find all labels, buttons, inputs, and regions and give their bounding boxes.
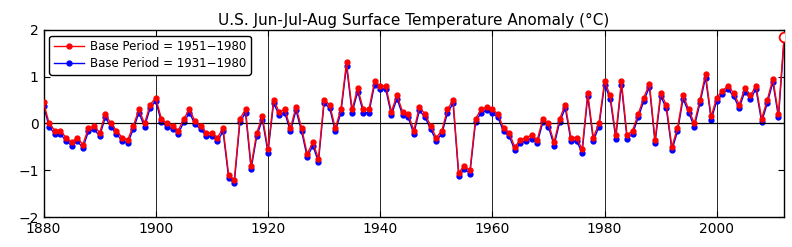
Base Period = 1931−1980 [510, 149, 520, 152]
Title: U.S. Jun-Jul-Aug Surface Temperature Anomaly (°C): U.S. Jun-Jul-Aug Surface Temperature Ano… [218, 13, 610, 28]
Base Period = 1951−1980 [39, 101, 48, 104]
Base Period = 1951−1980 [740, 87, 749, 90]
Base Period = 1931−1980 [89, 128, 99, 131]
Base Period = 1931−1980 [779, 39, 789, 41]
Base Period = 1951−1980 [779, 35, 789, 38]
Base Period = 1931−1980 [230, 182, 239, 185]
Base Period = 1951−1980 [555, 117, 565, 120]
Base Period = 1931−1980 [532, 142, 542, 145]
Base Period = 1951−1980 [230, 178, 239, 181]
Base Period = 1931−1980 [555, 121, 565, 124]
Line: Base Period = 1951−1980: Base Period = 1951−1980 [41, 34, 786, 182]
Base Period = 1951−1980 [757, 117, 767, 120]
Base Period = 1951−1980 [532, 138, 542, 141]
Legend: Base Period = 1951−1980, Base Period = 1931−1980: Base Period = 1951−1980, Base Period = 1… [49, 36, 250, 75]
Line: Base Period = 1931−1980: Base Period = 1931−1980 [41, 38, 786, 185]
Base Period = 1931−1980 [39, 104, 48, 107]
Base Period = 1951−1980 [510, 145, 520, 148]
Base Period = 1931−1980 [757, 121, 767, 124]
Base Period = 1931−1980 [740, 90, 749, 93]
Base Period = 1951−1980 [89, 124, 99, 127]
